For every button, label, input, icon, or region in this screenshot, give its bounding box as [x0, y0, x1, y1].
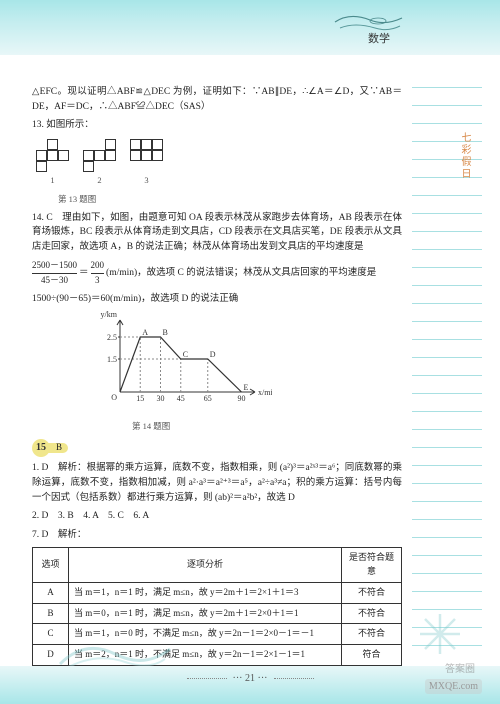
table-cell: A — [33, 582, 69, 603]
table-header: 是否符合题意 — [342, 547, 402, 582]
q14-tail: (m/min)，故选项 C 的说法错误；林茂从文具店回家的平均速度是 — [106, 266, 376, 281]
svg-text:1.5: 1.5 — [107, 355, 117, 364]
watermark-text-1: 答案圈 — [442, 659, 478, 676]
frac-den1: 45－30 — [41, 274, 68, 288]
top-proof-text: △EFC。现以证明△ABF≌△DEC 为例，证明如下：∵AB∥DE，∴∠A＝∠D… — [32, 85, 402, 114]
table-row: B当 m＝0，n＝1 时，满足 m≤n，故 y＝2m＋1＝2×0＋1＝1不符合 — [33, 603, 402, 624]
scribble-mark-2 — [415, 609, 465, 659]
cube-figure: 2 — [83, 139, 116, 187]
svg-text:B: B — [163, 328, 168, 337]
table-cell: B — [33, 603, 69, 624]
svg-text:A: A — [142, 328, 148, 337]
p2: 2. D 3. B 4. A 5. C 6. A — [32, 509, 402, 524]
cube-figure: 3 — [130, 139, 163, 187]
svg-text:O: O — [111, 393, 117, 402]
eq1: ＝ — [79, 266, 89, 281]
page-number-value: 21 — [245, 673, 255, 684]
header-band — [0, 0, 500, 55]
fig1-caption: 第 13 题图 — [32, 193, 402, 206]
q14-frac-line: 2500－1500 45－30 ＝ 200 3 (m/min)，故选项 C 的说… — [32, 259, 402, 288]
section-badge: 15 B — [32, 439, 68, 457]
table-header: 逐项分析 — [69, 547, 342, 582]
svg-text:y/km: y/km — [101, 310, 118, 319]
table-cell: 当 m＝0，n＝1 时，满足 m≤n，故 y＝2m＋1＝2×0＋1＝1 — [69, 603, 342, 624]
table-header: 选项 — [33, 547, 69, 582]
svg-text:E: E — [244, 383, 249, 392]
q13-figures: 1 2 3 — [32, 139, 402, 187]
q13-label: 13. 如图所示： — [32, 118, 402, 133]
table-cell: 当 m＝1，n＝1 时，满足 m≤n，故 y＝2m＋1＝2×1＋1＝3 — [69, 582, 342, 603]
cube-figure-label: 1 — [50, 174, 54, 187]
p7: 7. D 解析： — [32, 528, 402, 543]
cube-figure-label: 2 — [97, 174, 101, 187]
fig2-caption: 第 14 题图 — [32, 420, 402, 433]
badge-letter: B — [48, 443, 68, 453]
subject-label: 数学 — [368, 30, 390, 46]
svg-text:D: D — [210, 350, 216, 359]
svg-text:30: 30 — [157, 394, 165, 403]
svg-text:45: 45 — [177, 394, 185, 403]
table-cell: 符合 — [342, 645, 402, 666]
table-cell: 不符合 — [342, 582, 402, 603]
svg-text:65: 65 — [204, 394, 212, 403]
frac-den2: 3 — [95, 274, 100, 288]
table-cell: 不符合 — [342, 603, 402, 624]
svg-text:C: C — [183, 350, 188, 359]
frac-num1: 2500－1500 — [32, 259, 77, 273]
graph: y/km x/min O 15 30 45 65 90 1.5 2.5 A B C D E — [92, 310, 272, 416]
svg-text:2.5: 2.5 — [107, 333, 117, 342]
svg-text:15: 15 — [136, 394, 144, 403]
q14-text-a: 14. C 理由如下，如图，由题意可知 OA 段表示林茂从家跑步去体育场，AB … — [32, 211, 402, 255]
watermark-text-2: MXQE.com — [425, 679, 482, 694]
cube-figure: 1 — [36, 139, 69, 187]
svg-text:x/min: x/min — [258, 388, 272, 397]
q14-text-c: 1500÷(90－65)＝60(m/min)，故选项 D 的说法正确 — [32, 292, 402, 307]
cube-figure-label: 3 — [144, 174, 148, 187]
svg-text:90: 90 — [238, 394, 246, 403]
side-label: 七彩假日 — [457, 132, 472, 180]
frac-num2: 200 — [91, 259, 105, 273]
table-row: A当 m＝1，n＝1 时，满足 m≤n，故 y＝2m＋1＝2×1＋1＝3不符合 — [33, 582, 402, 603]
main-content: △EFC。现以证明△ABF≌△DEC 为例，证明如下：∵AB∥DE，∴∠A＝∠D… — [32, 85, 402, 670]
p1: 1. D 解析：根据幂的乘方运算，底数不变，指数相乘，则 (a²)³＝a²ˣ³＝… — [32, 461, 402, 505]
table-cell: 不符合 — [342, 624, 402, 645]
